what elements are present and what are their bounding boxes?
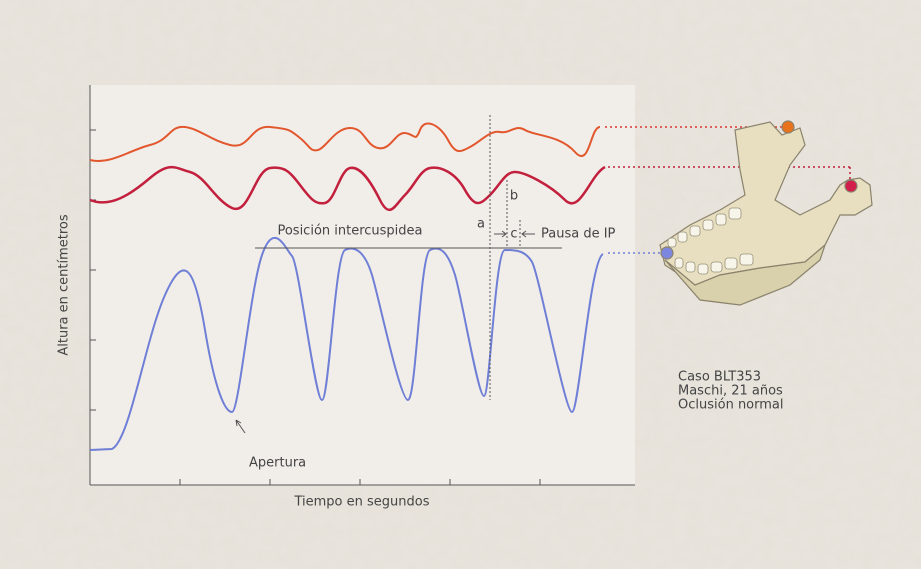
plot-area	[90, 85, 635, 485]
annotation: a	[477, 217, 485, 232]
y-axis-label: Altura en centímetros	[57, 214, 72, 356]
case-line: Maschi, 21 años	[678, 384, 783, 399]
page: Altura en centímetros Tiempo en segundos…	[0, 0, 921, 569]
case-line: Caso BLT353	[678, 370, 761, 385]
x-axis-label: Tiempo en segundos	[293, 495, 429, 510]
case-line: Oclusión normal	[678, 398, 784, 413]
annotation: c	[510, 227, 517, 242]
figure: Altura en centímetros Tiempo en segundos…	[0, 0, 921, 569]
annotation: Posición intercuspidea	[277, 224, 422, 239]
annotation: Apertura	[249, 456, 306, 471]
annotation: Pausa de IP	[541, 227, 616, 242]
annotation: b	[510, 189, 518, 204]
